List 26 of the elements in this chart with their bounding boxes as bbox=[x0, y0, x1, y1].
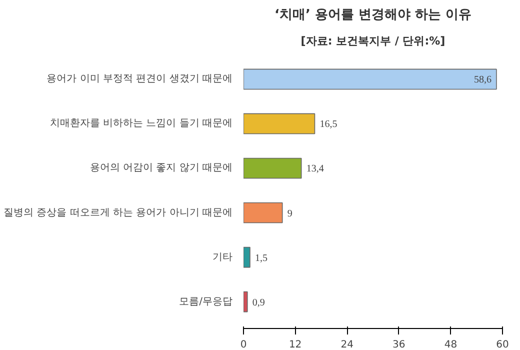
chart-title: ‘치매’ 용어를 변경해야 하는 이유 bbox=[274, 8, 472, 22]
bar bbox=[244, 113, 316, 134]
y-tick-label: 모름/무응답 bbox=[179, 296, 233, 308]
bar bbox=[244, 202, 283, 224]
y-tick-label: 용어가 이미 부정적 편견이 생겼기 때문에 bbox=[46, 74, 233, 85]
data-label: 0,9 bbox=[252, 297, 265, 308]
y-tick-label: 질병의 증상을 떠오르게 하는 용어가 아니기 때문에 bbox=[3, 207, 233, 218]
bar bbox=[244, 246, 250, 268]
y-tick-label: 용어의 어감이 좋지 않기 때문에 bbox=[90, 162, 233, 174]
y-tick-label: 기타 bbox=[212, 252, 232, 263]
x-tick-label: 12 bbox=[288, 340, 302, 350]
data-label: 9 bbox=[287, 208, 292, 220]
x-tick-label: 24 bbox=[340, 340, 354, 350]
bar bbox=[244, 158, 302, 179]
data-label: 16,5 bbox=[320, 119, 338, 130]
chart-subtitle: [자료: 보건복지부 / 단위:%] bbox=[300, 34, 446, 48]
bar bbox=[244, 68, 497, 90]
data-label: 58,6 bbox=[474, 74, 492, 86]
x-tick-label: 60 bbox=[496, 340, 509, 350]
y-tick-label: 치매환자를 비하하는 느낌이 들기 때문에 bbox=[50, 118, 233, 130]
x-tick-label: 36 bbox=[392, 340, 406, 350]
data-label: 13,4 bbox=[306, 164, 324, 175]
data-label: 1,5 bbox=[254, 252, 268, 264]
x-tick-label: 48 bbox=[444, 340, 458, 350]
bar bbox=[244, 291, 248, 312]
x-tick-label: 0 bbox=[240, 340, 247, 350]
